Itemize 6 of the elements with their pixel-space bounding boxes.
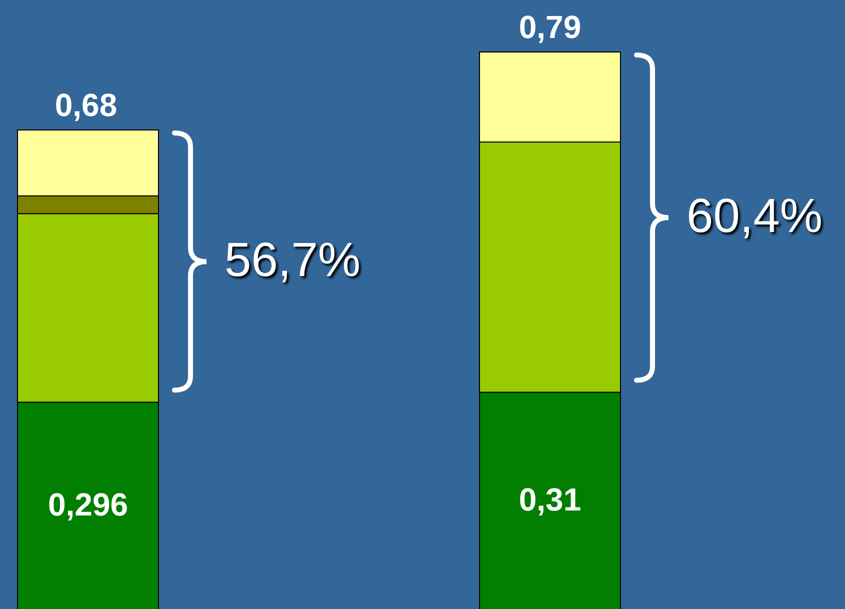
data-label: 0,296 <box>48 486 128 523</box>
total-label: 0,68 <box>54 86 118 123</box>
total-label: 0,79 <box>518 9 582 45</box>
annotation: 56,7% <box>224 234 361 288</box>
annotation: 60,4% <box>686 190 823 244</box>
data-label: 0,31 <box>518 482 582 518</box>
